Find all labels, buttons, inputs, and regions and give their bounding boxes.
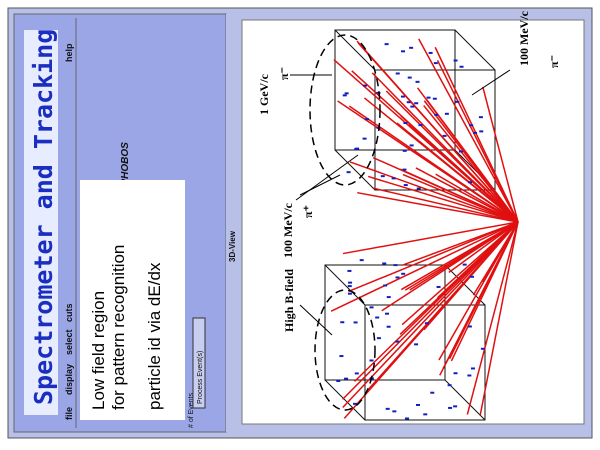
track [482,86,519,223]
track [415,167,519,223]
track [401,221,519,267]
track [436,59,519,223]
note-line: for pattern recognition [109,245,128,410]
track [366,221,519,392]
track [442,221,519,369]
track [367,175,519,223]
view-canvas [241,19,585,425]
particle-label: π⁻ [277,67,291,80]
momentum-label: 100 MeV/c [281,202,295,258]
note-line: Low field region [89,291,108,410]
track [425,98,519,223]
track [381,221,519,312]
particle-label: π⁻ [547,55,561,68]
track [356,40,519,223]
track [423,105,519,223]
arrows [290,69,511,336]
menu-item[interactable]: help [64,43,74,62]
title-strip [24,30,58,415]
process-button[interactable] [192,317,206,409]
button-label[interactable]: Process Event(s) [197,351,204,404]
detector-edge [334,29,376,71]
track [464,221,519,276]
detector-edge [444,379,486,421]
track [402,173,519,223]
track [372,187,519,223]
field-region [309,34,381,186]
track [401,221,519,326]
events-label: # of Events [188,392,195,428]
track [342,221,519,255]
detector-edge [334,149,376,191]
track [371,72,519,223]
particle-label: π⁺ [301,205,315,218]
track [337,100,519,223]
arrow [299,304,333,336]
view-label: 3D-View [228,230,237,262]
arrow [295,154,359,201]
field-region [314,289,376,411]
track [357,191,519,223]
menu-item[interactable]: select [64,329,74,355]
track [479,221,519,416]
track [466,221,519,415]
track [438,221,519,361]
track [348,221,519,293]
menu-item[interactable]: cuts [64,303,74,322]
field-label: High B-field [282,269,296,332]
track [349,161,519,223]
note-line: particle id via dE/dx [145,262,164,410]
track [363,97,519,223]
arrow [299,174,341,196]
track [418,38,519,223]
momentum-label: 1 GeV/c [257,73,271,115]
momentum-label: 100 MeV/c [517,10,531,66]
menu-item[interactable]: file [64,407,74,420]
track [333,59,519,223]
menu-item[interactable]: display [64,364,74,395]
detector-edge [324,379,366,421]
track [330,221,519,312]
slide-title: Spectrometer and Tracking [29,29,58,405]
event-display [309,29,519,421]
detector-edge [454,29,496,71]
arrow [471,69,511,96]
track [472,221,519,296]
notes-box [80,180,185,420]
